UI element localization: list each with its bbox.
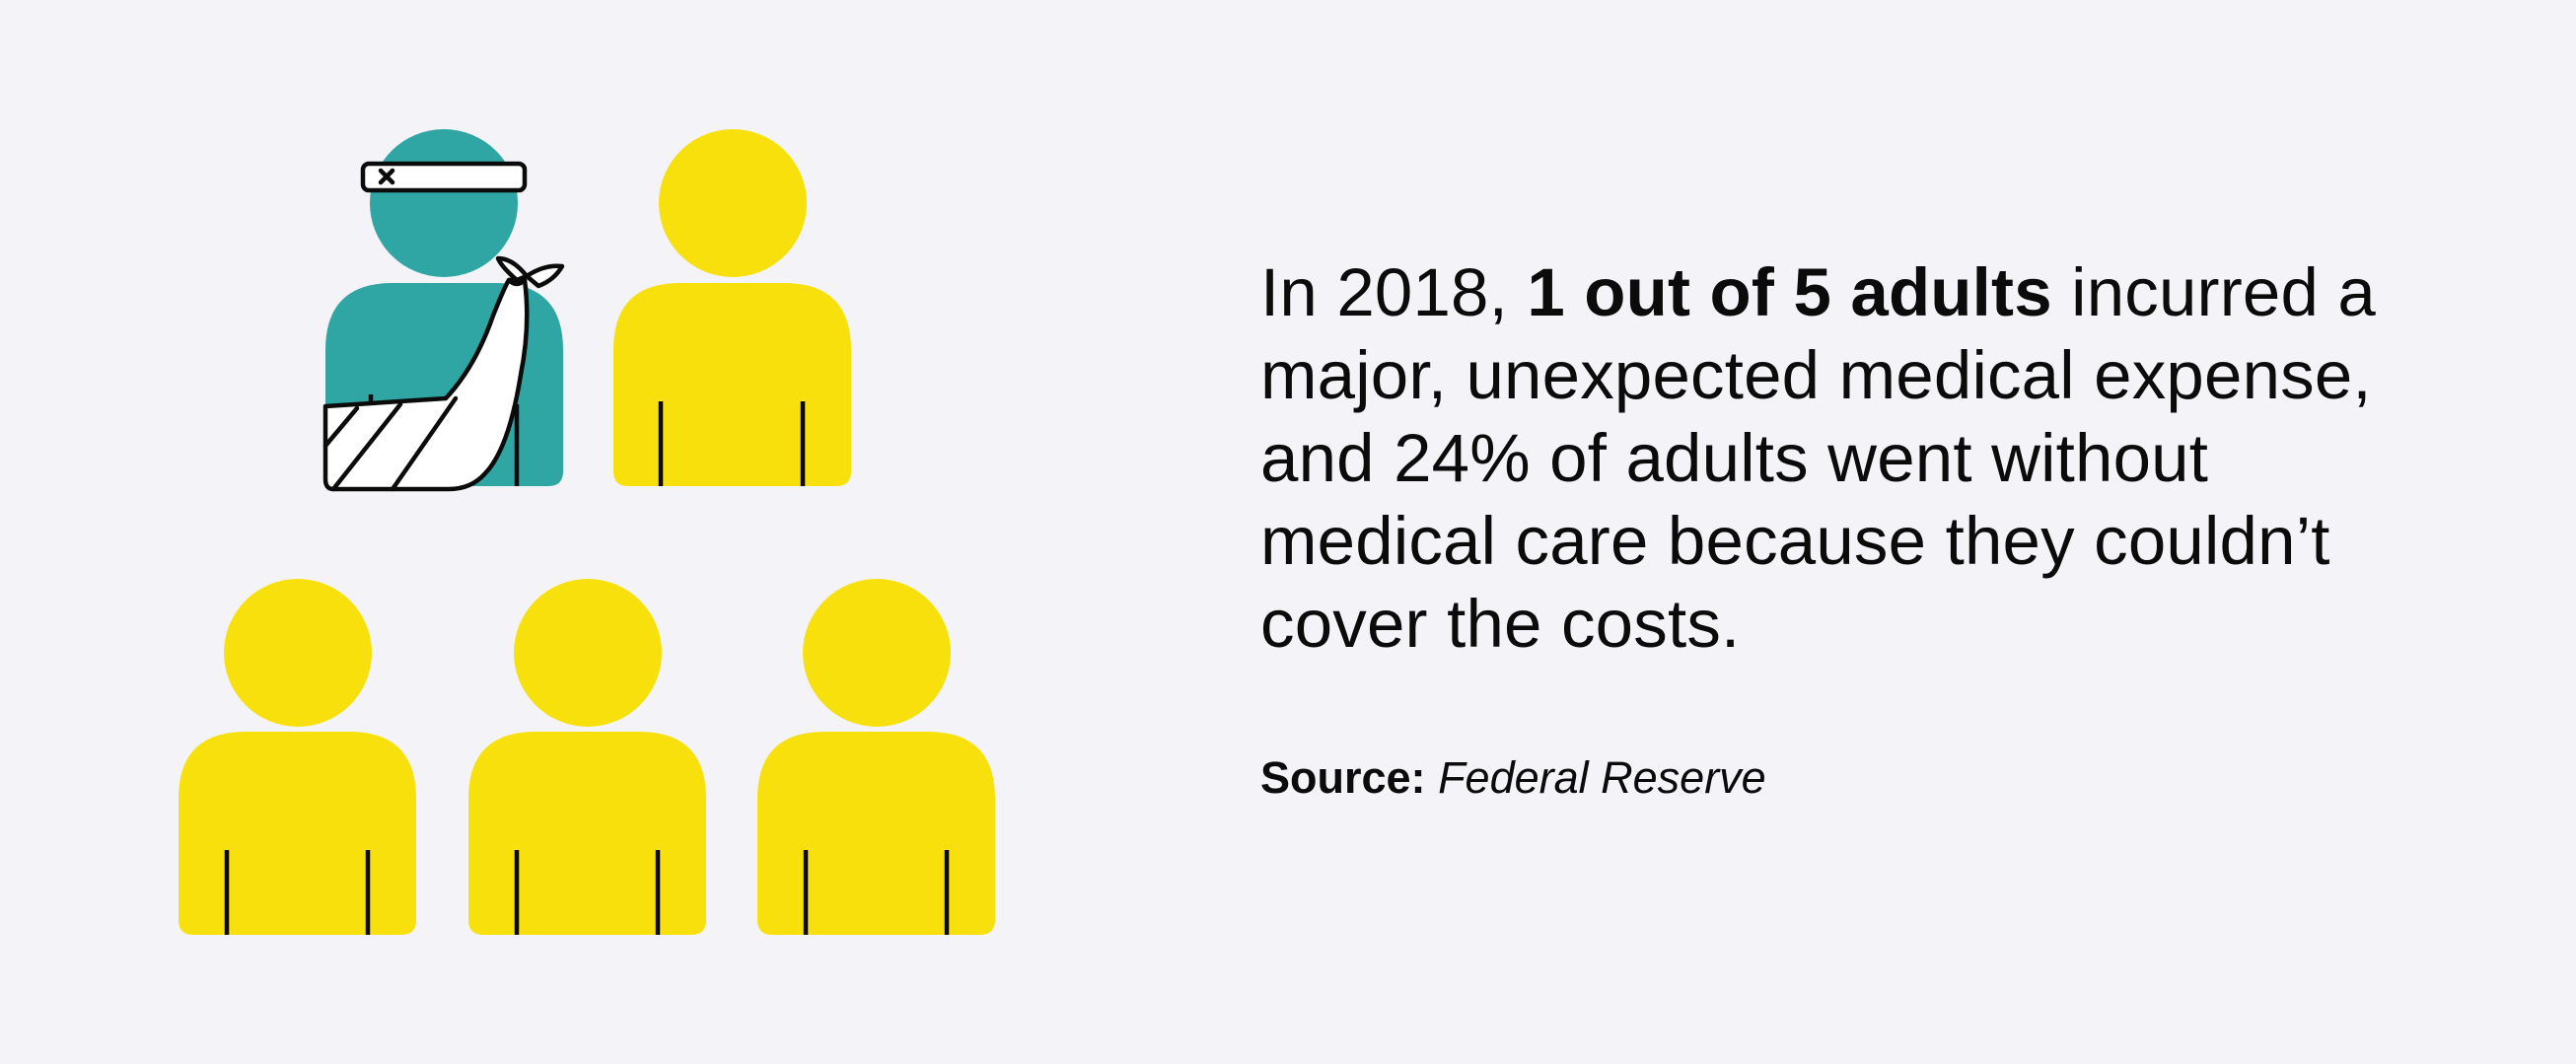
person-icon [613,129,851,486]
person-icon [468,579,706,935]
arm-sling-icon [322,255,565,492]
person-icon [179,579,416,935]
source-label: Source: [1260,752,1426,803]
person-icon [757,579,995,935]
statement-intro: In 2018, [1260,254,1528,330]
people-illustration [179,129,995,935]
statistic-statement: In 2018, 1 out of 5 adults incurred a ma… [1260,251,2424,666]
head-bandage-icon [360,161,528,193]
source-citation: Source: Federal Reserve [1260,750,2424,806]
source-value: Federal Reserve [1438,752,1766,803]
statistic-block: In 2018, 1 out of 5 adults incurred a ma… [1260,251,2424,806]
injured-person-icon [322,129,565,492]
statement-rest: incurred a major, unexpected medical exp… [1260,254,2376,662]
statement-highlight: 1 out of 5 adults [1527,254,2052,330]
